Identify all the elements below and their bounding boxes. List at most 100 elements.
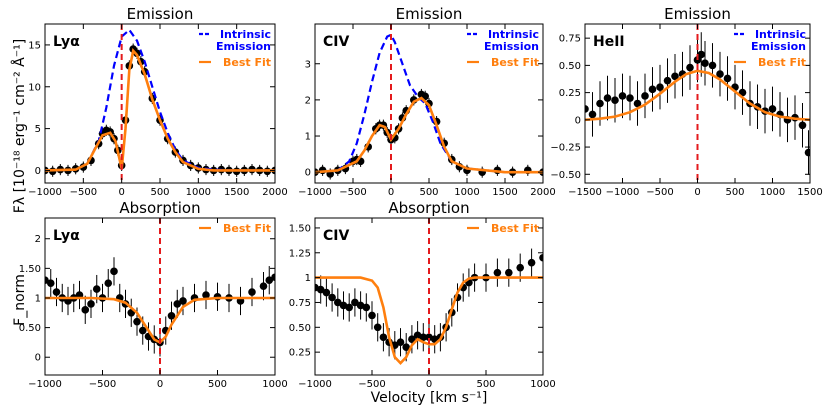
x-tick-label: 1500 [797, 187, 822, 198]
line-species-label: HeII [593, 34, 625, 50]
y-axis-title-bottom: F_norm [12, 274, 28, 326]
data-point [46, 269, 55, 298]
data-point [663, 58, 672, 103]
plot-area [45, 257, 275, 357]
best-fit-line [45, 296, 275, 344]
svg-text:F_norm: F_norm [12, 274, 28, 326]
y-tick-label: 0.50 [289, 323, 311, 334]
data-point [804, 130, 810, 175]
legend: Intrinsic Emission Best Fit [199, 28, 271, 69]
y-tick-label: 0.50 [559, 61, 581, 72]
legend-best-fit-label: Best Fit [758, 56, 806, 69]
legend-best-fit-label: Best Fit [491, 56, 539, 69]
x-tick-label: −1000 [298, 379, 332, 390]
x-tick-label: −500 [70, 187, 97, 198]
legend: Intrinsic Emission Best Fit [467, 28, 539, 69]
data-point [783, 97, 792, 143]
data-point [656, 64, 664, 110]
x-tick-label: 0 [694, 187, 700, 198]
y-tick-label: −0.25 [550, 143, 581, 154]
x-tick-label: 0 [388, 187, 394, 198]
data-point [271, 263, 275, 292]
x-tick-label: −1000 [298, 187, 332, 198]
data-point [351, 288, 359, 317]
y-tick-label: 0.50 [19, 323, 41, 334]
x-tick-label: 1000 [262, 379, 287, 390]
data-point [236, 286, 245, 316]
data-point [505, 258, 513, 287]
data-point [603, 75, 612, 121]
data-point [339, 291, 348, 320]
y-tick-label: 1.50 [19, 264, 41, 275]
x-tick-label: −500 [89, 379, 116, 390]
legend-intrinsic-label: Intrinsic Emission [751, 28, 806, 53]
line-species-label: CIV [323, 34, 349, 50]
best-fit-line [45, 48, 275, 172]
data-point [322, 278, 331, 307]
panel-3: Emission −1500 −1000 −500 0 500 1000 1500 −0.50 −… [550, 5, 822, 198]
data-point [585, 86, 589, 132]
x-tick-label: 500 [150, 187, 169, 198]
data-point [648, 67, 657, 112]
plot-area [45, 28, 275, 177]
data-point [731, 64, 739, 110]
data-point [723, 56, 732, 101]
data-point [87, 289, 95, 319]
data-point [419, 323, 428, 352]
data-point [611, 77, 619, 123]
data-point [701, 40, 709, 86]
data-point [179, 286, 187, 316]
data-point [104, 269, 113, 298]
legend: Best Fit [467, 222, 539, 235]
data-point [776, 92, 784, 137]
x-tick-label: −500 [646, 187, 673, 198]
data-point [425, 323, 433, 352]
data-point [413, 321, 422, 350]
data-point [373, 313, 382, 342]
y-tick-label: 1 [305, 273, 311, 284]
panel-4: Absorption −1000 −500 0 500 1000 0 0.50 1 1.50 2 Ly… [19, 199, 288, 390]
x-tick-label: 1500 [224, 187, 249, 198]
data-point [356, 291, 365, 320]
svg-text:Fλ [10⁻¹⁸ erg⁻¹ cm⁻² Å⁻¹]: Fλ [10⁻¹⁸ erg⁻¹ cm⁻² Å⁻¹] [11, 39, 28, 213]
best-fit-line [315, 276, 543, 365]
x-tick-label: −1000 [606, 187, 640, 198]
data-point [202, 280, 210, 310]
plot-area [315, 33, 543, 180]
data-point [115, 283, 124, 313]
data-point [396, 328, 405, 357]
data-point [345, 293, 354, 322]
data-point [588, 92, 597, 137]
data-point [265, 266, 274, 295]
data-point [316, 275, 325, 304]
x-tick-label: 1000 [530, 379, 555, 390]
panel-2: Emission −1000 −500 0 500 1000 1500 2000 0 1 2 3 CIV… [298, 5, 556, 198]
y-tick-label: 1 [305, 132, 311, 143]
data-point [671, 54, 679, 99]
data-point [618, 73, 627, 119]
x-tick-label: 1000 [186, 187, 211, 198]
data-point [633, 81, 642, 126]
data-point [527, 248, 536, 277]
data-point [248, 277, 256, 307]
data-point [465, 268, 473, 297]
legend-intrinsic-label: Intrinsic Emission [216, 28, 271, 53]
x-tick-label: 500 [725, 187, 744, 198]
legend-best-fit-label: Best Fit [491, 222, 539, 235]
x-tick-label: −1000 [28, 187, 62, 198]
x-tick-label: −500 [358, 379, 385, 390]
data-point [738, 70, 747, 115]
y-tick-label: 0 [575, 115, 581, 126]
y-tick-label: 2 [35, 234, 41, 245]
panel-1: Emission −1000 −500 0 500 1000 1500 2000 0 5 10 15 L… [28, 5, 288, 198]
data-point [64, 286, 72, 316]
x-tick-label: −1000 [28, 379, 62, 390]
x-tick-label: −500 [339, 187, 366, 198]
panel-title: Emission [664, 5, 731, 23]
y-tick-label: 0.75 [559, 34, 581, 45]
line-species-label: Lyα [53, 228, 80, 244]
legend-best-fit-label: Best Fit [223, 222, 271, 235]
y-tick-label: 0.25 [559, 88, 581, 99]
panel-title: Emission [396, 5, 463, 23]
